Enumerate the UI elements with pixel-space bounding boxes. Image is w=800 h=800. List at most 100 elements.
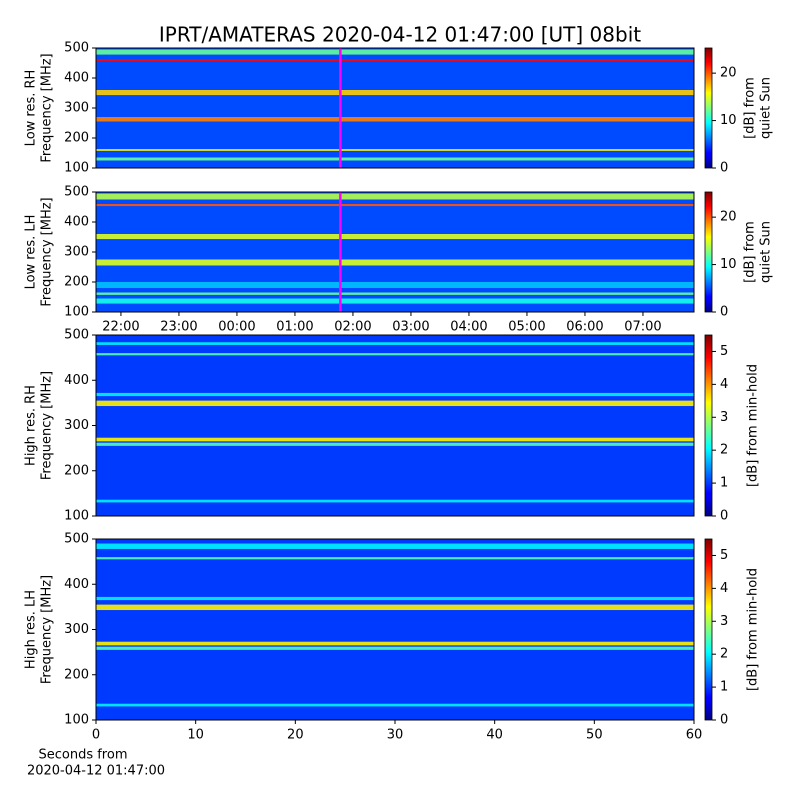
x-tick-label: 00:00 xyxy=(218,320,255,335)
y-tick-label: 400 xyxy=(64,577,89,592)
emission-band xyxy=(96,353,694,356)
emission-band xyxy=(96,204,694,207)
emission-band xyxy=(96,342,694,345)
colorbar-tick-label: 0 xyxy=(720,713,728,728)
colorbar-tick-label: 1 xyxy=(720,680,728,695)
emission-band xyxy=(96,298,694,304)
y-axis-label: Frequency [MHz] xyxy=(40,53,55,162)
colorbar-tick-label: 0 xyxy=(720,161,728,176)
y-axis-label: Frequency [MHz] xyxy=(40,575,55,684)
x-tick-label: 40 xyxy=(486,728,503,743)
emission-band xyxy=(96,596,694,601)
colorbar-tick-label: 3 xyxy=(720,410,728,425)
colorbar-tick-label: 4 xyxy=(720,377,728,392)
emission-band xyxy=(96,259,694,266)
emission-band xyxy=(96,437,694,442)
emission-band xyxy=(96,157,694,161)
emission-band xyxy=(96,400,694,407)
y-tick-label: 100 xyxy=(64,713,89,728)
emission-band xyxy=(96,392,694,397)
colorbar-tick-label: 0 xyxy=(720,305,728,320)
x-tick-label: 02:00 xyxy=(334,320,371,335)
x-tick-label: 07:00 xyxy=(624,320,661,335)
y-axis-label: High res. RH xyxy=(24,385,39,466)
colorbar-tick-label: 5 xyxy=(720,548,728,563)
emission-band xyxy=(96,193,694,200)
y-tick-label: 400 xyxy=(64,71,89,86)
emission-band xyxy=(96,604,694,611)
emission-band xyxy=(96,90,694,96)
emission-band xyxy=(96,499,694,503)
y-tick-label: 300 xyxy=(64,622,89,637)
colorbar-label: quiet Sun xyxy=(759,221,774,283)
emission-band xyxy=(96,149,694,151)
emission-band xyxy=(96,292,694,295)
y-axis-label: High res. LH xyxy=(24,590,39,669)
y-tick-label: 500 xyxy=(64,185,89,200)
y-tick-label: 100 xyxy=(64,305,89,320)
colorbar-tick-label: 4 xyxy=(720,581,728,596)
colorbar-label: [dB] from xyxy=(743,221,758,283)
colorbar-tick-label: 2 xyxy=(720,647,728,662)
x-tick-label: 10 xyxy=(187,728,204,743)
x-tick-label: 20 xyxy=(287,728,304,743)
emission-band xyxy=(96,646,694,650)
y-tick-label: 500 xyxy=(64,41,89,56)
y-tick-label: 100 xyxy=(64,509,89,524)
colorbar-label: quiet Sun xyxy=(759,77,774,139)
spectrogram-background xyxy=(96,335,694,516)
colorbar-label: [dB] from min-hold xyxy=(746,568,761,691)
x-tick-label: 0 xyxy=(92,728,100,743)
x-tick-label: 06:00 xyxy=(566,320,603,335)
figure-title: IPRT/AMATERAS 2020-04-12 01:47:00 [UT] 0… xyxy=(159,23,641,47)
x-tick-label: 50 xyxy=(586,728,603,743)
y-tick-label: 400 xyxy=(64,373,89,388)
emission-band xyxy=(96,442,694,446)
y-tick-label: 200 xyxy=(64,275,89,290)
y-tick-label: 200 xyxy=(64,131,89,146)
emission-band xyxy=(96,282,694,288)
colorbar xyxy=(704,538,713,721)
y-tick-label: 200 xyxy=(64,667,89,682)
x-tick-label: 01:00 xyxy=(276,320,313,335)
y-axis-label: Low res. LH xyxy=(24,215,39,290)
x-axis-label: Seconds from xyxy=(38,748,127,763)
emission-band xyxy=(96,49,694,55)
emission-band xyxy=(96,557,694,560)
y-tick-label: 400 xyxy=(64,215,89,230)
y-tick-label: 300 xyxy=(64,245,89,260)
y-tick-label: 500 xyxy=(64,328,89,343)
colorbar-label: [dB] from min-hold xyxy=(746,364,761,487)
x-tick-label: 05:00 xyxy=(508,320,545,335)
y-tick-label: 500 xyxy=(64,532,89,547)
y-axis-label: Frequency [MHz] xyxy=(40,197,55,306)
y-tick-label: 100 xyxy=(64,161,89,176)
spectrogram-background xyxy=(96,192,694,312)
y-tick-label: 200 xyxy=(64,463,89,478)
x-axis-label: 2020-04-12 01:47:00 xyxy=(27,764,165,779)
colorbar-tick-label: 0 xyxy=(720,509,728,524)
colorbar xyxy=(704,191,713,313)
emission-band xyxy=(96,117,694,122)
x-tick-label: 03:00 xyxy=(392,320,429,335)
colorbar-tick-label: 1 xyxy=(720,476,728,491)
emission-band xyxy=(96,59,694,62)
spectrogram-background xyxy=(96,539,694,720)
colorbar xyxy=(704,47,713,169)
colorbar-label: [dB] from xyxy=(743,77,758,139)
colorbar-tick-label: 10 xyxy=(720,113,737,128)
spectrogram-background xyxy=(96,48,694,168)
y-tick-label: 300 xyxy=(64,101,89,116)
colorbar-tick-label: 2 xyxy=(720,443,728,458)
colorbar-tick-label: 5 xyxy=(720,344,728,359)
y-axis-label: Low res. RH xyxy=(24,70,39,147)
y-tick-label: 300 xyxy=(64,418,89,433)
colorbar-tick-label: 3 xyxy=(720,614,728,629)
x-tick-label: 30 xyxy=(387,728,404,743)
colorbar-tick-label: 20 xyxy=(720,66,737,81)
x-tick-label: 04:00 xyxy=(450,320,487,335)
colorbar-tick-label: 20 xyxy=(720,210,737,225)
colorbar xyxy=(704,334,713,517)
x-tick-label: 22:00 xyxy=(102,320,139,335)
